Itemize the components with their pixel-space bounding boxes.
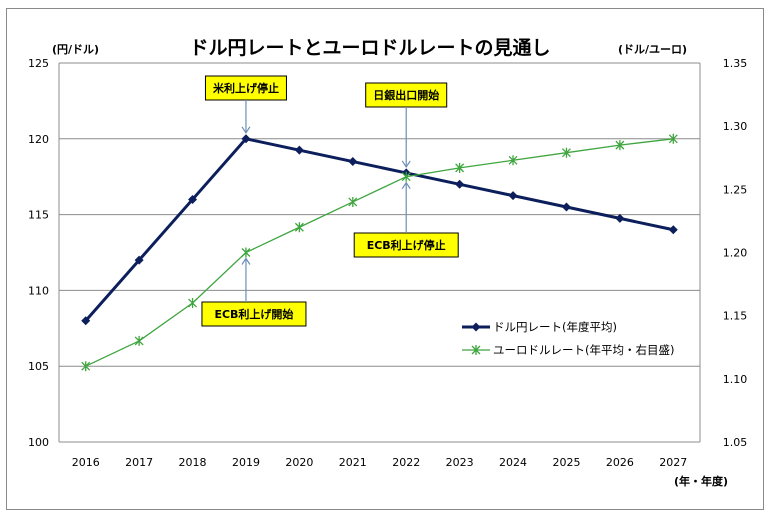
x-tick-label: 2016 [72,456,100,469]
right-tick-label: 1.05 [723,436,748,449]
grid-lines [58,62,701,443]
right-tick-label: 1.30 [723,120,748,133]
x-tick-label: 2025 [552,456,580,469]
data-point [455,179,465,189]
x-tick-label: 2022 [392,456,420,469]
data-point [471,322,481,332]
data-point [241,134,251,144]
series-usd-jpy [81,134,678,326]
left-tick-label: 120 [28,133,49,146]
left-axis-ticks: 100 105 110 115 120 125 [28,57,49,449]
annotation-label: 日銀出口開始 [373,88,439,102]
series-line [85,138,674,367]
legend-item: ユーロドルレート(年平均・右目盛) [462,343,674,357]
annotation-label: ECB利上げ停止 [367,238,446,252]
data-point [615,213,625,223]
data-point [508,155,518,166]
x-tick-label: 2023 [446,456,474,469]
left-axis-unit: (円/ドル) [52,43,99,56]
x-tick-label: 2020 [285,456,313,469]
series-group [81,133,678,372]
annotation: 米利上げ停止 [204,75,287,134]
annotation-arrowhead [401,160,411,168]
data-point [561,202,571,212]
data-point [134,255,144,265]
annotation-box [204,75,287,101]
legend-label: ユーロドルレート(年平均・右目盛) [493,343,674,357]
data-point [348,157,358,167]
annotation-label: 米利上げ停止 [212,81,279,95]
left-tick-label: 115 [28,209,49,222]
data-point [188,194,198,204]
series-eur-usd [81,133,678,372]
annotation: ECB利上げ開始 [201,257,307,327]
annotation-box [353,232,459,258]
data-point [348,196,358,207]
x-axis-unit: (年・年度) [674,474,728,488]
x-tick-label: 2027 [659,456,687,469]
legend-label: ドル円レート(年度平均) [493,320,617,334]
annotation-arrowhead [241,257,251,265]
data-point [668,225,678,235]
right-tick-label: 1.25 [723,183,748,196]
annotation-label: ECB利上げ開始 [214,307,293,321]
left-tick-label: 105 [28,360,49,373]
annotation-arrowhead [401,181,411,190]
data-point [81,316,91,326]
legend-item: ドル円レート(年度平均) [462,320,617,334]
data-point [561,147,571,158]
x-tick-label: 2017 [125,456,153,469]
data-point [615,140,625,151]
annotation-box [201,301,307,327]
data-point [134,335,144,346]
x-tick-label: 2019 [232,456,260,469]
right-tick-label: 1.10 [723,373,748,386]
data-point [188,298,198,309]
annotation: 日銀出口開始 [365,82,448,168]
data-point [668,133,678,144]
x-tick-label: 2026 [606,456,634,469]
annotation-arrowhead [241,126,251,134]
data-point [471,345,481,355]
data-point [455,162,465,173]
right-tick-label: 1.35 [723,57,748,70]
right-axis-ticks: 1.05 1.10 1.15 1.20 1.25 1.30 1.35 [723,57,748,449]
right-tick-label: 1.20 [723,247,748,260]
annotation-box [365,82,448,108]
annotation: ECB利上げ停止 [353,181,459,258]
left-tick-label: 125 [28,57,49,70]
data-point [81,361,91,372]
x-tick-label: 2018 [179,456,207,469]
chart-title: ドル円レートとユーロドルレートの見通し [189,37,550,59]
data-point [294,145,304,155]
data-point [294,222,304,233]
legend: ドル円レート(年度平均) ユーロドルレート(年平均・右目盛) [462,320,674,357]
right-tick-label: 1.15 [723,310,748,323]
right-axis-unit: (ドル/ユーロ) [618,43,687,56]
data-point [241,247,251,258]
x-tick-label: 2021 [339,456,367,469]
series-line [84,137,674,322]
left-tick-label: 110 [28,284,49,297]
data-point [508,191,518,201]
data-point [401,171,411,182]
x-axis-ticks: 2016 2017 2018 2019 2020 2021 2022 2023 2024 2025… [72,456,688,469]
left-tick-label: 100 [28,436,49,449]
x-tick-label: 2024 [499,456,527,469]
